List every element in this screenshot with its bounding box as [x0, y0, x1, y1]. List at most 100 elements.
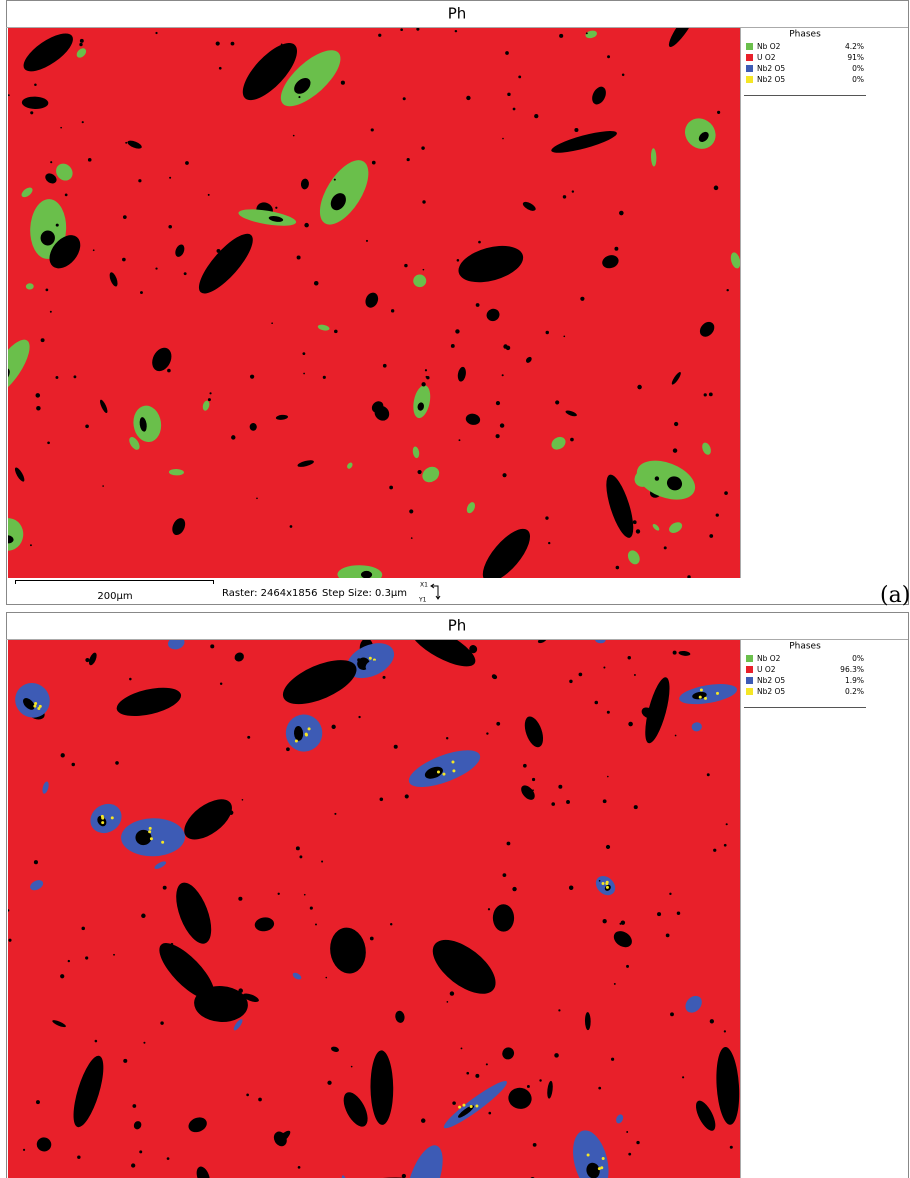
legend-value: 0%	[852, 64, 864, 73]
pore-speck	[238, 241, 240, 243]
pore-speck	[50, 161, 52, 163]
pore-speck	[140, 291, 143, 294]
pore-speck	[258, 1098, 262, 1102]
pore-speck	[34, 83, 37, 86]
phase-speck	[295, 739, 298, 742]
pore-speck	[532, 789, 534, 791]
pore-speck	[423, 269, 425, 271]
pore-speck	[271, 322, 273, 324]
pore-speck	[281, 43, 283, 45]
pore-speck	[554, 1053, 559, 1058]
pore-speck	[55, 376, 58, 379]
phase-speck	[111, 816, 114, 819]
pore-speck	[34, 860, 38, 864]
pore-speck	[425, 369, 427, 371]
pore-speck	[614, 247, 618, 251]
pore-speck	[298, 1166, 301, 1169]
pore-speck	[548, 542, 550, 544]
pore-speck	[314, 281, 319, 286]
pore-speck	[563, 195, 566, 198]
phase-speck	[704, 697, 707, 700]
pore-speck	[302, 352, 305, 355]
pore-speck	[446, 737, 448, 739]
pore-speck	[682, 1076, 684, 1078]
map-title: Ph	[448, 5, 467, 23]
pore-speck	[56, 224, 59, 227]
pore-speck	[488, 1112, 491, 1115]
pore-speck	[563, 335, 565, 337]
pore-speck	[628, 656, 631, 659]
legend-name: Nb O2	[757, 654, 781, 663]
phase-speck	[148, 830, 151, 833]
pore-speck	[483, 975, 486, 978]
pore-speck	[155, 267, 157, 269]
pore-speck	[670, 1012, 674, 1016]
pore-speck	[452, 1101, 456, 1105]
pore-speck	[209, 813, 212, 816]
pore-speck	[41, 338, 45, 342]
pore-speck	[168, 225, 172, 229]
pore-speck	[143, 1042, 145, 1044]
pore-speck	[726, 823, 728, 825]
phase-speck	[587, 1153, 590, 1156]
pore-speck	[60, 974, 64, 978]
pore-speck	[551, 802, 555, 806]
pore-speck	[315, 923, 317, 925]
pore-speck	[184, 272, 187, 275]
pore-speck	[409, 509, 413, 513]
pore-speck	[303, 373, 305, 375]
pore-speck	[8, 94, 10, 96]
phase-speck	[600, 1166, 603, 1169]
pore-speck	[36, 393, 41, 398]
phase-speck	[462, 1104, 465, 1107]
pore-speck	[327, 1081, 331, 1085]
map-title: Ph	[448, 617, 467, 635]
pore-speck	[402, 1174, 406, 1178]
pore-speck	[421, 1118, 425, 1122]
pore-speck	[730, 1146, 733, 1149]
pore-speck	[726, 289, 728, 291]
pore-speck	[636, 1141, 639, 1144]
phase-speck	[369, 657, 372, 660]
phase-speck	[161, 841, 164, 844]
pore-speck	[611, 1058, 614, 1061]
pore-speck	[246, 1094, 249, 1097]
pore-speck	[238, 988, 243, 993]
panel-label: (a)	[880, 583, 910, 608]
phase-speck	[101, 815, 104, 818]
pore-speck	[229, 810, 234, 815]
pore-speck	[60, 127, 62, 129]
pore-speck	[555, 400, 559, 404]
pore-speck	[476, 303, 480, 307]
pore-speck	[709, 392, 713, 396]
pore-speck	[334, 330, 338, 334]
legend-value: 4.2%	[845, 42, 864, 51]
legend-value: 1.9%	[845, 676, 864, 685]
pore-speck	[457, 259, 460, 262]
pore-speck	[139, 1150, 142, 1153]
axis-y-label: Y1	[418, 597, 427, 604]
pore-speck	[332, 725, 336, 729]
legend-swatch	[746, 43, 753, 50]
pore-speck	[518, 75, 521, 78]
pore-speck	[185, 161, 189, 165]
pore-speck	[664, 546, 667, 549]
pore-speck	[417, 470, 421, 474]
pore-speck	[77, 1155, 80, 1158]
pore-speck	[657, 912, 661, 916]
phase-speck	[437, 770, 440, 773]
pore-speck	[586, 32, 588, 34]
legend-value: 91%	[847, 53, 864, 62]
pore-speck	[8, 939, 11, 942]
phase-speck	[606, 881, 609, 884]
pore-speck	[595, 701, 599, 705]
pore-speck	[708, 1122, 712, 1126]
pore-speck	[607, 776, 609, 778]
pore-speck	[123, 1059, 127, 1063]
pore-speck	[558, 1009, 560, 1011]
pore-speck	[163, 886, 167, 890]
legend-swatch	[746, 655, 753, 662]
pore-speck	[421, 382, 425, 386]
pore-speck	[607, 711, 610, 714]
phase-speck	[458, 1106, 461, 1109]
